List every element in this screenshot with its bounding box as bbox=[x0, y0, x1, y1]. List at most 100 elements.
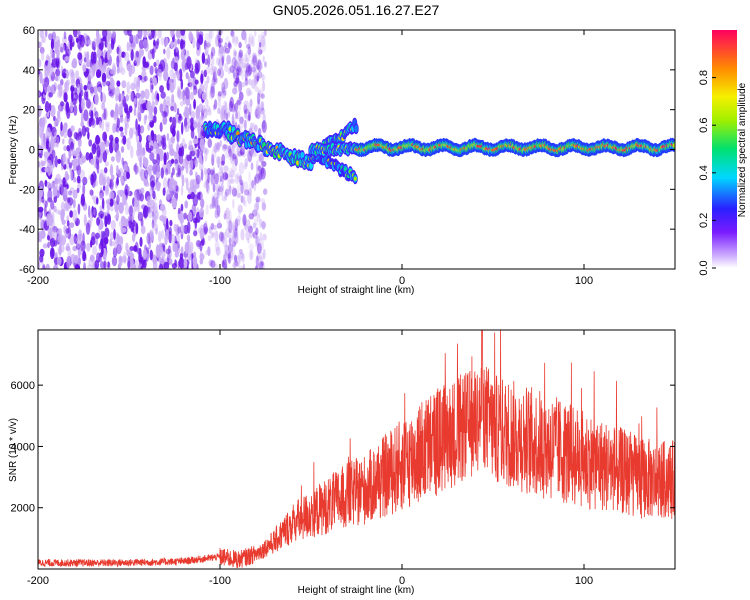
spectrogram-noise-blob bbox=[207, 234, 212, 241]
spectrogram-noise-blob bbox=[182, 95, 186, 105]
spectrogram-noise-blob bbox=[160, 229, 165, 240]
spectrogram-noise-blob bbox=[38, 69, 41, 75]
spectrogram-noise-blob bbox=[233, 228, 238, 239]
spectrogram-noise-blob bbox=[135, 50, 139, 58]
spectrogram-noise-blob bbox=[221, 82, 225, 94]
spectrogram-noise-blob bbox=[78, 94, 81, 102]
spectrogram-noise-blob bbox=[146, 30, 152, 37]
spectrogram-noise-blob bbox=[262, 80, 266, 92]
spectrogram-noise-blob bbox=[120, 215, 126, 226]
spectrogram-noise-blob bbox=[109, 190, 115, 201]
spectrogram-noise-blob bbox=[38, 197, 41, 206]
spectrogram-noise-blob bbox=[93, 37, 98, 48]
spectrogram-noise-blob bbox=[38, 232, 41, 243]
spectrogram-noise-blob bbox=[259, 260, 265, 269]
spectrogram-noise-blob bbox=[237, 204, 243, 213]
spectrogram-noise-blob bbox=[222, 45, 226, 54]
spectrogram-y-tick-label: 0 bbox=[29, 145, 35, 157]
spectrogram-noise-blob bbox=[223, 231, 227, 240]
spectrogram-noise-blob bbox=[236, 97, 241, 107]
spectrogram-noise-blob bbox=[69, 222, 75, 228]
spectrogram-noise-blob bbox=[124, 123, 128, 136]
spectrogram-noise-blob bbox=[231, 187, 238, 197]
spectrogram-noise-blob bbox=[88, 257, 93, 267]
spectrogram-noise-blob bbox=[130, 259, 136, 269]
spectrogram-noise-blob bbox=[238, 41, 242, 49]
spectrogram-noise-blob bbox=[230, 250, 234, 259]
spectrogram-noise-blob bbox=[151, 91, 155, 102]
spectrogram-noise-blob bbox=[257, 255, 263, 261]
spectrogram-noise-blob bbox=[129, 214, 135, 225]
spectrogram-noise-blob bbox=[44, 101, 50, 113]
spectrogram-noise-blob bbox=[204, 148, 209, 155]
spectrogram-noise-blob bbox=[216, 30, 220, 37]
spectrogram-noise-blob bbox=[232, 198, 235, 209]
spectrogram-noise-blob bbox=[180, 203, 184, 212]
spectrogram-noise-blob bbox=[228, 220, 233, 234]
spectrogram-noise-blob bbox=[165, 95, 171, 103]
spectrogram-noise-blob bbox=[79, 34, 85, 48]
spectrogram-noise-blob bbox=[257, 262, 261, 269]
spectrogram-noise-blob bbox=[244, 77, 249, 86]
spectrogram-noise-blob bbox=[227, 253, 231, 264]
spectrogram-noise-blob bbox=[239, 57, 244, 65]
spectrogram-noise-blob bbox=[189, 70, 195, 79]
spectrogram-noise-blob bbox=[255, 196, 261, 203]
spectrogram-noise-blob bbox=[86, 242, 91, 252]
spectrogram-noise-blob bbox=[180, 40, 186, 49]
spectrogram-noise-blob bbox=[257, 214, 261, 222]
spectrogram-noise-blob bbox=[70, 170, 73, 182]
spectrogram-noise-blob bbox=[89, 210, 93, 224]
spectrogram-noise-blob bbox=[165, 227, 169, 240]
spectrogram-noise-blob bbox=[194, 149, 198, 156]
spectrogram-noise-blob bbox=[252, 209, 258, 217]
spectrogram-noise-blob bbox=[255, 159, 259, 173]
spectrogram-noise-blob bbox=[171, 93, 175, 104]
spectrogram-noise-blob bbox=[211, 65, 217, 72]
spectrogram-noise-blob bbox=[195, 30, 200, 40]
spectrogram-noise-blob bbox=[217, 157, 220, 169]
spectrogram-noise-blob bbox=[227, 67, 231, 75]
spectrogram-noise-blob bbox=[151, 84, 154, 90]
spectrogram-noise-blob bbox=[253, 176, 257, 186]
spectrogram-noise-blob bbox=[175, 224, 180, 237]
spectrogram-noise-blob bbox=[116, 243, 122, 255]
spectrogram-noise-blob bbox=[229, 178, 235, 184]
spectrogram-noise-blob bbox=[120, 227, 127, 233]
spectrogram-noise-blob bbox=[149, 145, 154, 151]
spectrogram-noise-blob bbox=[137, 123, 141, 137]
spectrogram-noise-blob bbox=[180, 30, 186, 36]
spectrogram-noise-blob bbox=[59, 42, 65, 53]
spectrogram-noise-blob bbox=[255, 58, 261, 69]
spectrogram-noise-blob bbox=[150, 30, 155, 39]
spectrogram-noise-blob bbox=[130, 82, 136, 91]
spectrogram-noise-blob bbox=[231, 113, 235, 125]
spectrogram-noise-blob bbox=[123, 30, 129, 36]
spectrogram-noise-blob bbox=[160, 256, 165, 265]
spectrogram-noise-blob bbox=[232, 224, 237, 238]
spectrogram-noise-blob bbox=[215, 205, 221, 216]
spectrogram-noise-blob bbox=[244, 157, 249, 168]
spectrogram-noise-blob bbox=[177, 90, 184, 100]
spectrogram-noise-blob bbox=[211, 197, 216, 210]
spectrogram-noise-blob bbox=[43, 151, 50, 159]
spectrogram-noise-blob bbox=[176, 144, 179, 153]
spectrogram-noise-blob bbox=[243, 63, 248, 74]
spectrogram-noise-blob bbox=[255, 227, 259, 236]
spectrogram-noise-blob bbox=[199, 207, 205, 218]
spectrogram-noise-blob bbox=[128, 69, 132, 78]
spectrogram-noise-blob bbox=[64, 55, 70, 62]
spectrogram-noise-blob bbox=[220, 90, 227, 99]
spectrogram-noise-blob bbox=[87, 131, 90, 140]
spectrogram-noise-blob bbox=[134, 162, 138, 176]
spectrogram-noise-blob bbox=[70, 78, 76, 88]
spectrogram-noise-blob bbox=[38, 211, 42, 219]
spectrogram-noise-blob bbox=[72, 177, 77, 183]
spectrogram-noise-blob bbox=[231, 234, 235, 245]
spectrogram-noise-blob bbox=[51, 211, 55, 224]
spectrogram-noise-blob bbox=[228, 144, 234, 158]
spectrogram-noise-blob bbox=[235, 111, 239, 120]
spectrogram-noise-blob bbox=[159, 103, 164, 114]
spectrogram-noise-blob bbox=[167, 168, 171, 175]
spectrogram-noise-blob bbox=[198, 31, 204, 38]
